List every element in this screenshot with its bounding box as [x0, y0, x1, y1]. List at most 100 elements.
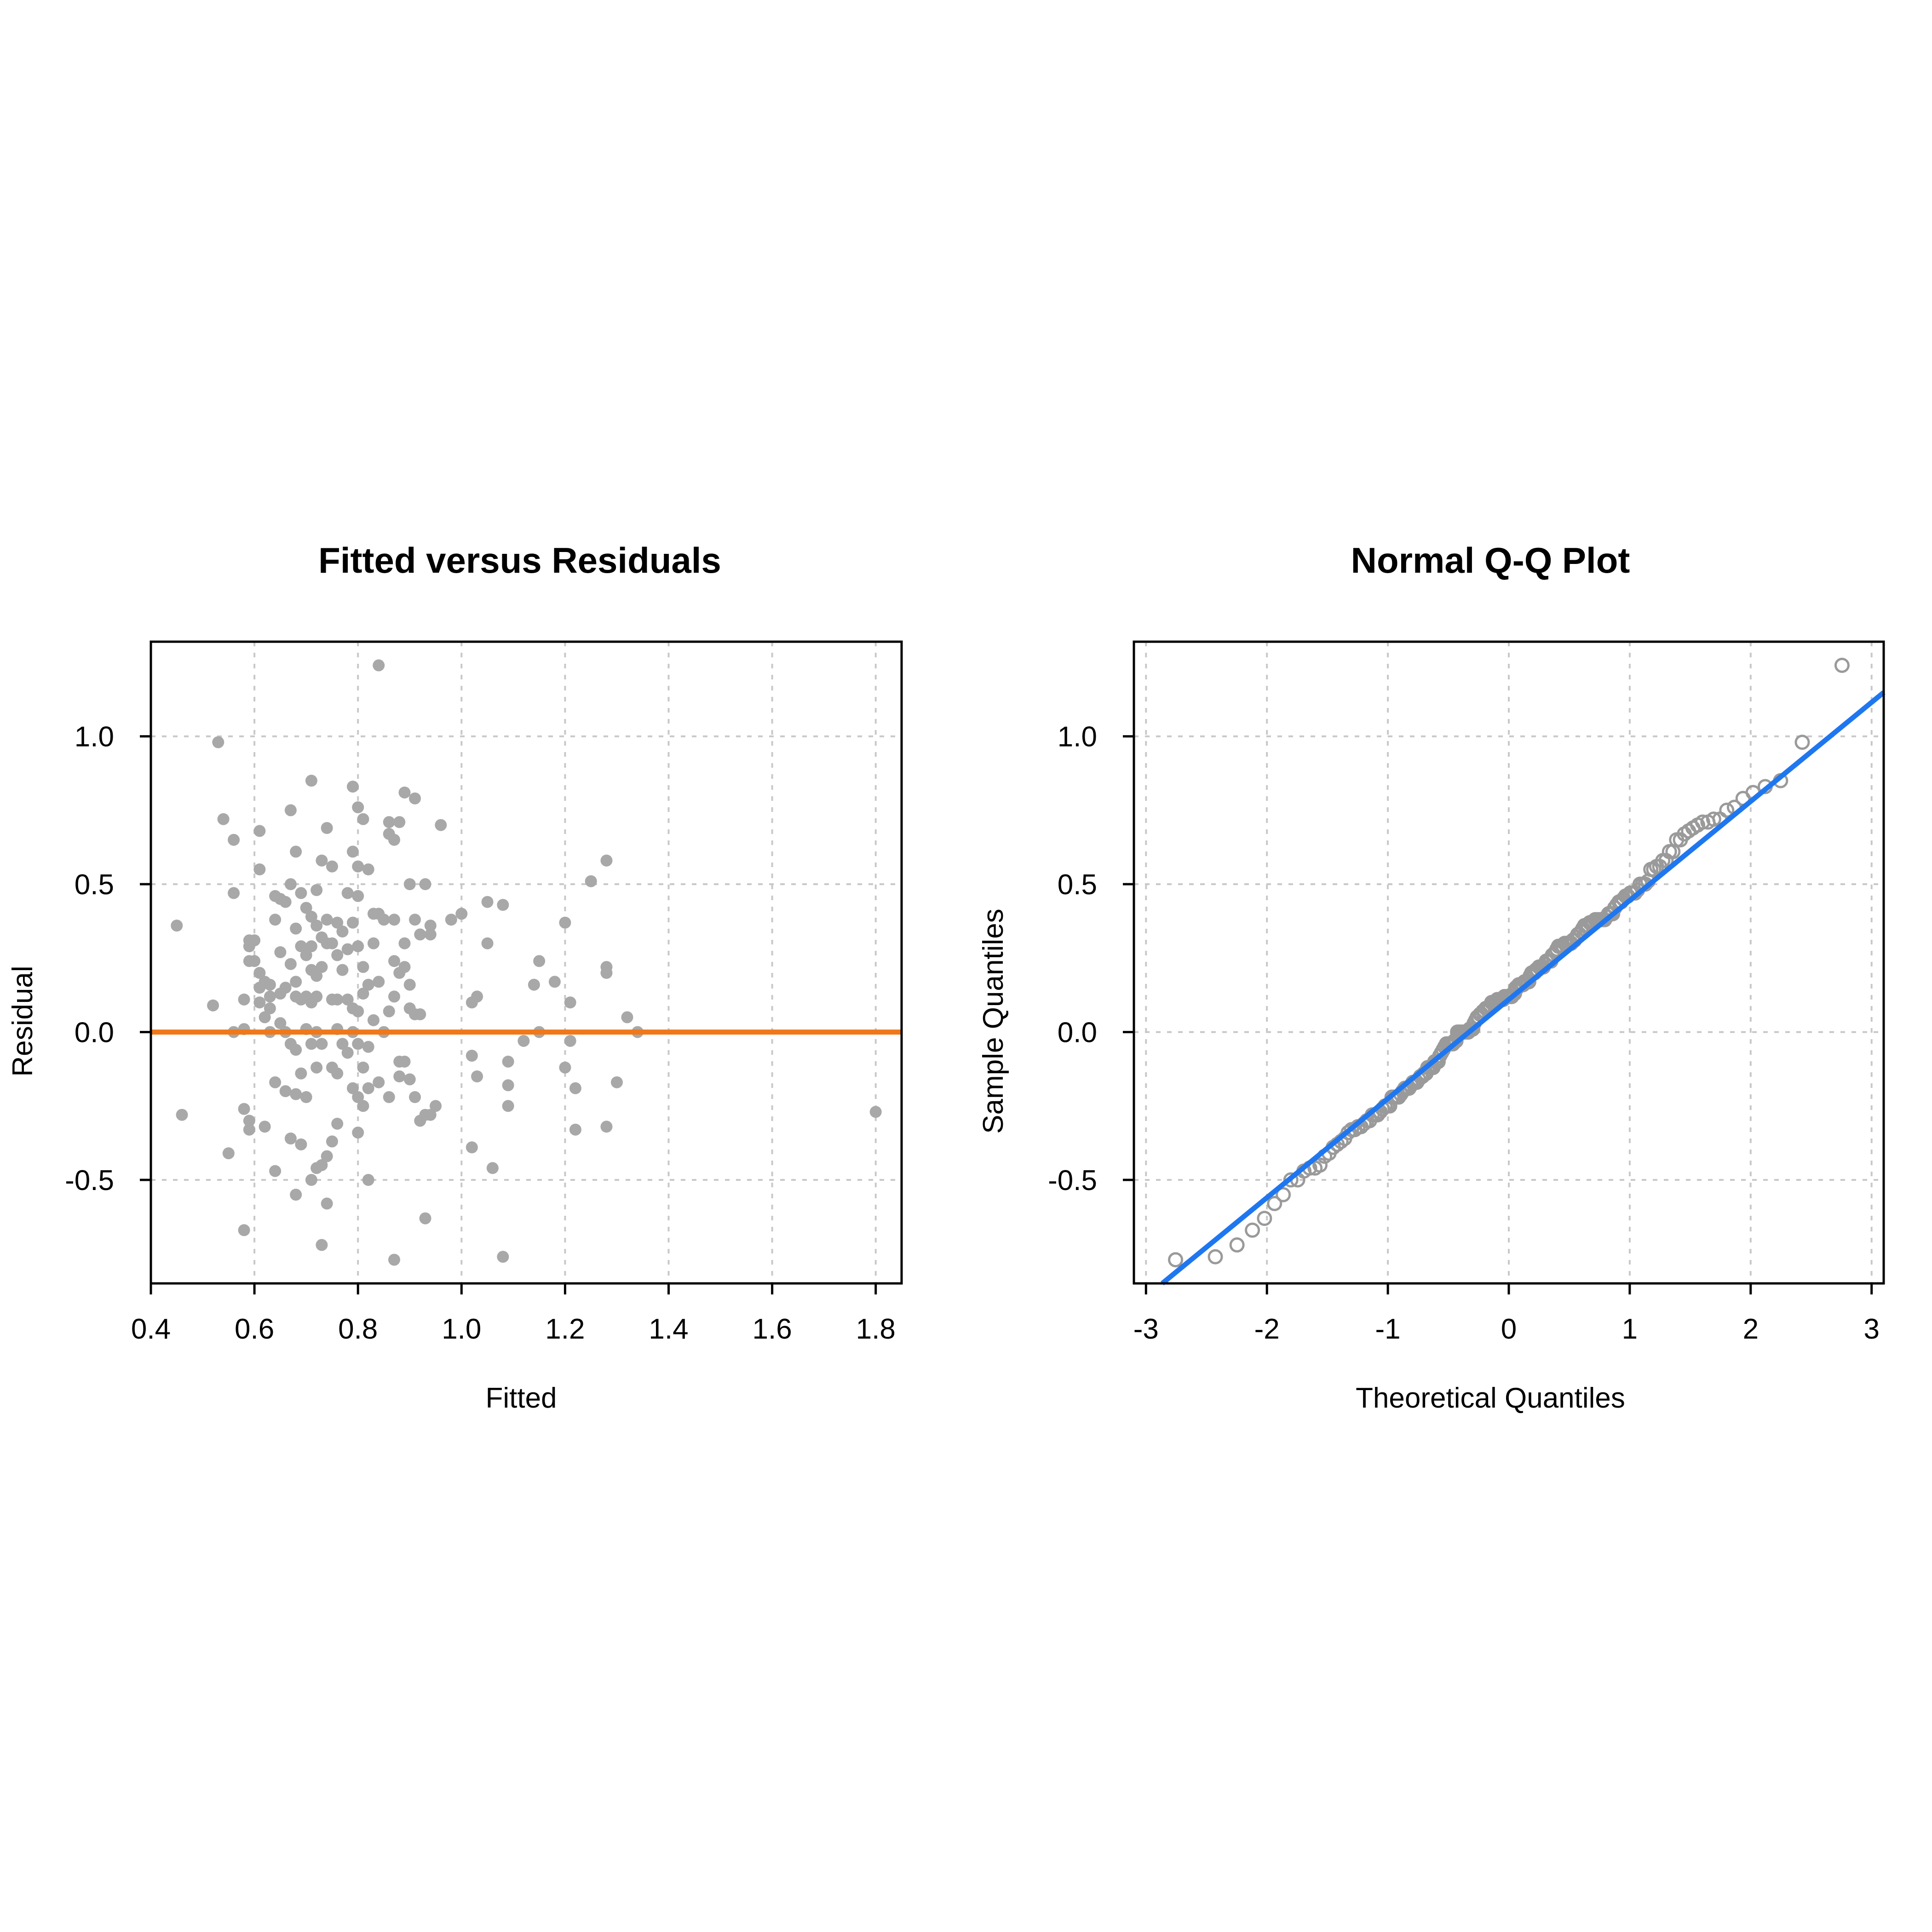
data-point: [388, 914, 400, 926]
data-point: [305, 775, 317, 787]
data-point: [305, 910, 317, 923]
reference-line: [1161, 690, 1886, 1286]
data-point: [362, 1041, 374, 1053]
qq-point: [1229, 1237, 1245, 1253]
data-point: [352, 1005, 364, 1018]
x-tick-label: 0: [1501, 1313, 1517, 1345]
data-point: [548, 976, 561, 988]
data-point: [269, 1165, 282, 1177]
data-point: [383, 1005, 395, 1018]
data-point: [610, 1076, 623, 1088]
data-point: [424, 1109, 437, 1121]
data-point: [352, 1038, 364, 1050]
data-point: [455, 908, 468, 920]
data-point: [336, 964, 349, 976]
data-point: [305, 1174, 317, 1186]
data-point: [290, 922, 302, 935]
data-point: [388, 955, 400, 967]
data-point: [367, 1014, 380, 1026]
data-point: [310, 884, 323, 896]
data-point: [243, 1115, 255, 1127]
data-point: [409, 914, 421, 926]
x-axis-label: Theoretical Quantiles: [1356, 1382, 1625, 1414]
data-point: [346, 781, 359, 793]
x-tick-label: 1.4: [649, 1313, 688, 1345]
data-point: [248, 934, 261, 947]
points: [171, 659, 882, 1266]
qq-point: [1706, 811, 1721, 827]
data-point: [279, 982, 292, 994]
data-point: [207, 999, 219, 1012]
grid: [150, 642, 902, 1283]
y-tick-label: 0.5: [75, 869, 114, 901]
chart-title: Normal Q-Q Plot: [1351, 540, 1630, 581]
y-tick-label: 0.0: [1058, 1017, 1097, 1049]
data-point: [248, 955, 261, 967]
data-point: [295, 940, 307, 953]
y-tick-label: 0.0: [75, 1017, 114, 1049]
x-tick-label: 1.2: [545, 1313, 585, 1345]
data-point: [341, 993, 354, 1006]
x-tick-label: 0.4: [131, 1313, 171, 1345]
qq-point: [1794, 735, 1810, 750]
qq-reference-line: [1161, 690, 1886, 1286]
data-point: [253, 967, 266, 979]
y-axis: -0.5 0.0 0.5 1.0: [65, 721, 151, 1196]
data-point: [326, 860, 338, 873]
data-point: [383, 1091, 395, 1103]
data-point: [253, 996, 266, 1009]
data-point: [497, 899, 509, 911]
data-point: [331, 1117, 344, 1130]
data-point: [310, 920, 323, 932]
data-point: [305, 1038, 317, 1050]
data-point: [352, 860, 364, 873]
qq-point: [1168, 1252, 1184, 1268]
data-point: [326, 1135, 338, 1148]
data-point: [357, 988, 369, 1000]
data-point: [502, 1100, 514, 1112]
data-point: [352, 1091, 364, 1103]
data-point: [295, 1067, 307, 1080]
data-point: [398, 937, 411, 949]
data-point: [600, 1121, 613, 1133]
data-point: [290, 1088, 302, 1100]
qq-point: [1257, 1211, 1272, 1226]
chart-title: Fitted versus Residuals: [318, 540, 721, 581]
normal-qq-panel: Normal Q-Q Plot -3 -2 -1 0 1 2 3 -0.5 0.0 0.5 1.0…: [978, 540, 1886, 1414]
x-axis: -3 -2 -1 0 1 2 3: [1133, 1283, 1880, 1345]
data-point: [559, 1061, 571, 1074]
data-point: [481, 896, 494, 908]
data-point: [502, 1055, 514, 1068]
data-point: [274, 946, 287, 958]
x-tick-label: -3: [1133, 1313, 1159, 1345]
y-axis-label: Sample Quantiles: [978, 908, 1009, 1133]
qq-point: [1276, 1187, 1291, 1202]
data-point: [388, 990, 400, 1003]
data-point: [279, 896, 292, 908]
data-point: [331, 993, 344, 1006]
grid: [1134, 642, 1884, 1283]
data-point: [403, 978, 416, 991]
x-tick-label: 1.6: [753, 1313, 792, 1345]
fitted-vs-residuals-panel: Fitted versus Residuals 0.4 0.6 0.8 1.0 1.2 1…: [7, 540, 903, 1414]
data-point: [445, 914, 457, 926]
data-point: [331, 949, 344, 961]
data-point: [310, 970, 323, 982]
data-point: [284, 804, 297, 816]
data-point: [357, 813, 369, 825]
data-point: [367, 937, 380, 949]
data-point: [393, 816, 406, 828]
data-point: [316, 1159, 328, 1171]
qq-point: [1245, 1222, 1260, 1238]
data-point: [621, 1011, 633, 1024]
data-point: [352, 890, 364, 902]
data-point: [264, 978, 276, 991]
data-point: [284, 878, 297, 891]
data-point: [331, 916, 344, 929]
x-tick-label: -1: [1375, 1313, 1401, 1345]
data-point: [352, 801, 364, 813]
x-tick-label: 0.8: [338, 1313, 378, 1345]
data-point: [316, 1038, 328, 1050]
data-point: [373, 659, 385, 672]
data-point: [481, 937, 494, 949]
